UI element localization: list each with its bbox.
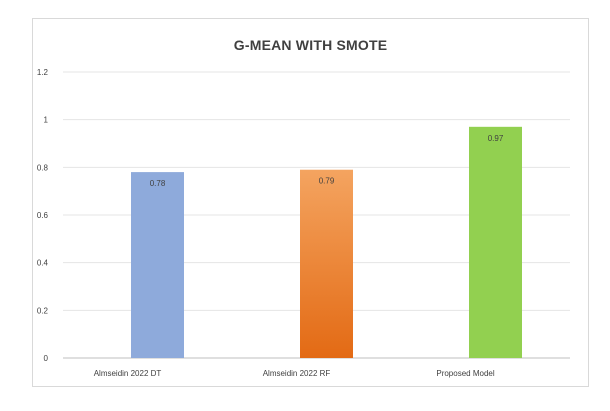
bar [469,126,522,358]
y-tick-label: 0 [44,354,49,363]
chart-title: G-MEAN WITH SMOTE [233,37,388,53]
y-tick-label: 0.4 [37,259,49,268]
bar [131,172,184,358]
y-tick-label: 0.2 [37,306,49,315]
bar [300,169,353,358]
bars: 0.78 0.79 0.97 [131,126,522,358]
y-axis-ticks: 0 0.2 0.4 0.6 0.8 1 1.2 [37,68,49,363]
y-tick-label: 0.6 [37,211,49,220]
y-tick-label: 0.8 [37,163,49,172]
x-category-label: Proposed Model [436,369,494,378]
x-category-label: Almseidin 2022 DT [94,369,162,378]
y-tick-label: 1.2 [37,68,49,77]
y-tick-label: 1 [44,116,49,125]
bar-data-label: 0.79 [319,177,335,186]
bar-data-label: 0.97 [488,134,504,143]
x-category-label: Almseidin 2022 RF [263,369,331,378]
x-axis-labels: Almseidin 2022 DT Almseidin 2022 RF Propos… [94,369,495,378]
bar-data-label: 0.78 [150,179,166,188]
